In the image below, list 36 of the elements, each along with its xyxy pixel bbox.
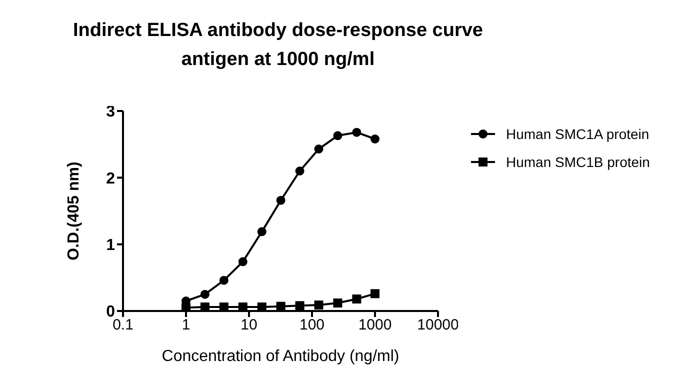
y-tick-label: 2 xyxy=(106,170,116,188)
chart-title: Indirect ELISA antibody dose-response curve xyxy=(72,19,484,43)
point xyxy=(276,302,286,311)
point xyxy=(238,257,248,266)
point xyxy=(200,290,210,299)
y-tick-label: 0 xyxy=(106,304,116,321)
point xyxy=(219,302,228,311)
x-tick-label: 100 xyxy=(299,316,325,334)
x-tick-label: 10000 xyxy=(417,316,459,334)
x-tick-label: 0.1 xyxy=(112,316,134,334)
point xyxy=(219,276,228,285)
legend-label: Human SMC1A protein xyxy=(506,126,650,142)
point xyxy=(333,298,342,308)
point xyxy=(370,289,380,298)
point xyxy=(182,303,190,311)
point xyxy=(276,196,286,205)
point xyxy=(352,128,362,137)
point xyxy=(295,166,304,176)
point xyxy=(238,302,248,311)
point xyxy=(200,302,210,311)
chart-subtitle: antigen at 1000 ng/ml xyxy=(180,48,376,72)
x-axis-title: Concentration of Antibody (ng/ml) xyxy=(162,348,400,365)
point xyxy=(314,144,324,154)
point xyxy=(295,301,304,310)
point xyxy=(314,300,324,310)
y-tick-label: 1 xyxy=(106,237,116,254)
y-axis-title: O.D.(405 nm) xyxy=(66,162,83,260)
point xyxy=(333,131,342,140)
point xyxy=(352,294,362,304)
x-tick-label: 1 xyxy=(182,316,190,334)
x-tick-label: 10 xyxy=(240,316,258,334)
legend-label: Human SMC1B protein xyxy=(506,154,650,170)
point xyxy=(257,302,266,311)
x-tick-label: 1000 xyxy=(358,316,392,334)
point xyxy=(370,134,380,144)
point xyxy=(257,227,266,236)
